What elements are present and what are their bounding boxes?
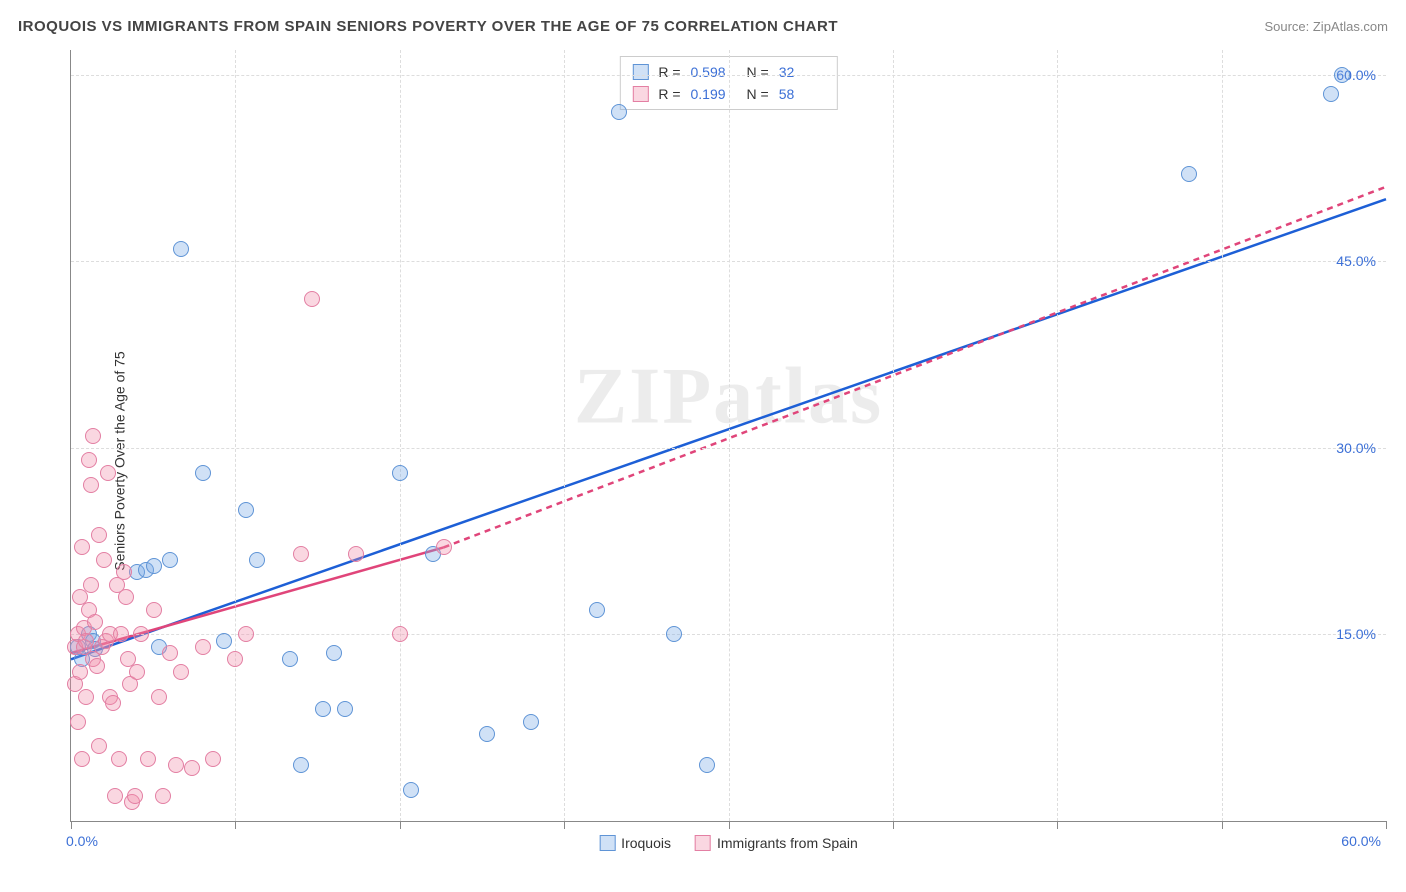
data-point-iroquois bbox=[1181, 166, 1197, 182]
data-point-spain bbox=[74, 751, 90, 767]
x-tick bbox=[1057, 821, 1058, 829]
source-link[interactable]: ZipAtlas.com bbox=[1313, 19, 1388, 34]
data-point-spain bbox=[87, 614, 103, 630]
y-tick-label: 15.0% bbox=[1336, 626, 1376, 642]
data-point-iroquois bbox=[282, 651, 298, 667]
x-tick bbox=[893, 821, 894, 829]
x-tick bbox=[71, 821, 72, 829]
data-point-spain bbox=[146, 602, 162, 618]
data-point-spain bbox=[227, 651, 243, 667]
data-point-iroquois bbox=[146, 558, 162, 574]
data-point-iroquois bbox=[162, 552, 178, 568]
data-point-spain bbox=[168, 757, 184, 773]
x-tick bbox=[729, 821, 730, 829]
data-point-spain bbox=[133, 626, 149, 642]
plot-area: Seniors Poverty Over the Age of 75 ZIPat… bbox=[20, 50, 1386, 872]
data-point-iroquois bbox=[523, 714, 539, 730]
data-point-iroquois bbox=[315, 701, 331, 717]
gridline-v bbox=[400, 50, 401, 821]
chart-header: IROQUOIS VS IMMIGRANTS FROM SPAIN SENIOR… bbox=[18, 18, 1388, 35]
data-point-spain bbox=[392, 626, 408, 642]
source-label: Source: ZipAtlas.com bbox=[1264, 19, 1388, 34]
data-point-iroquois bbox=[195, 465, 211, 481]
data-point-spain bbox=[116, 564, 132, 580]
swatch-iroquois bbox=[632, 64, 648, 80]
data-point-iroquois bbox=[392, 465, 408, 481]
gridline-v bbox=[564, 50, 565, 821]
data-point-spain bbox=[91, 738, 107, 754]
x-tick bbox=[235, 821, 236, 829]
gridline-v bbox=[1222, 50, 1223, 821]
data-point-iroquois bbox=[216, 633, 232, 649]
data-point-iroquois bbox=[479, 726, 495, 742]
data-point-spain bbox=[162, 645, 178, 661]
data-point-spain bbox=[83, 477, 99, 493]
x-min-label: 0.0% bbox=[66, 833, 98, 849]
data-point-spain bbox=[348, 546, 364, 562]
data-point-spain bbox=[85, 428, 101, 444]
data-point-spain bbox=[173, 664, 189, 680]
series-legend: Iroquois Immigrants from Spain bbox=[599, 835, 858, 851]
data-point-spain bbox=[70, 714, 86, 730]
gridline-v bbox=[1057, 50, 1058, 821]
data-point-spain bbox=[113, 626, 129, 642]
swatch-spain bbox=[695, 835, 711, 851]
chart-title: IROQUOIS VS IMMIGRANTS FROM SPAIN SENIOR… bbox=[18, 18, 838, 35]
data-point-spain bbox=[155, 788, 171, 804]
data-point-spain bbox=[205, 751, 221, 767]
data-point-spain bbox=[107, 788, 123, 804]
data-point-spain bbox=[127, 788, 143, 804]
data-point-iroquois bbox=[173, 241, 189, 257]
scatter-plot: ZIPatlas R = 0.598 N = 32 R = 0.199 N = … bbox=[70, 50, 1386, 822]
data-point-iroquois bbox=[403, 782, 419, 798]
data-point-spain bbox=[83, 577, 99, 593]
data-point-iroquois bbox=[699, 757, 715, 773]
data-point-spain bbox=[304, 291, 320, 307]
data-point-spain bbox=[436, 539, 452, 555]
data-point-iroquois bbox=[1334, 67, 1350, 83]
x-max-label: 60.0% bbox=[1341, 833, 1381, 849]
data-point-spain bbox=[140, 751, 156, 767]
data-point-spain bbox=[96, 552, 112, 568]
data-point-spain bbox=[129, 664, 145, 680]
data-point-iroquois bbox=[293, 757, 309, 773]
data-point-iroquois bbox=[1323, 86, 1339, 102]
data-point-spain bbox=[293, 546, 309, 562]
legend-item-iroquois: Iroquois bbox=[599, 835, 671, 851]
x-tick bbox=[400, 821, 401, 829]
data-point-spain bbox=[72, 664, 88, 680]
x-tick bbox=[564, 821, 565, 829]
data-point-spain bbox=[81, 452, 97, 468]
gridline-v bbox=[729, 50, 730, 821]
data-point-iroquois bbox=[666, 626, 682, 642]
data-point-spain bbox=[91, 527, 107, 543]
swatch-spain bbox=[632, 86, 648, 102]
data-point-spain bbox=[184, 760, 200, 776]
data-point-spain bbox=[100, 465, 116, 481]
data-point-iroquois bbox=[337, 701, 353, 717]
data-point-iroquois bbox=[249, 552, 265, 568]
x-tick bbox=[1222, 821, 1223, 829]
data-point-spain bbox=[111, 751, 127, 767]
legend-item-spain: Immigrants from Spain bbox=[695, 835, 858, 851]
gridline-v bbox=[235, 50, 236, 821]
data-point-iroquois bbox=[326, 645, 342, 661]
data-point-iroquois bbox=[611, 104, 627, 120]
data-point-spain bbox=[78, 689, 94, 705]
y-tick-label: 30.0% bbox=[1336, 440, 1376, 456]
data-point-spain bbox=[105, 695, 121, 711]
data-point-spain bbox=[78, 633, 94, 649]
swatch-iroquois bbox=[599, 835, 615, 851]
data-point-spain bbox=[118, 589, 134, 605]
x-tick bbox=[1386, 821, 1387, 829]
data-point-spain bbox=[238, 626, 254, 642]
data-point-spain bbox=[74, 539, 90, 555]
data-point-spain bbox=[89, 658, 105, 674]
data-point-spain bbox=[151, 689, 167, 705]
y-tick-label: 45.0% bbox=[1336, 253, 1376, 269]
gridline-v bbox=[893, 50, 894, 821]
data-point-iroquois bbox=[589, 602, 605, 618]
data-point-iroquois bbox=[238, 502, 254, 518]
data-point-spain bbox=[195, 639, 211, 655]
